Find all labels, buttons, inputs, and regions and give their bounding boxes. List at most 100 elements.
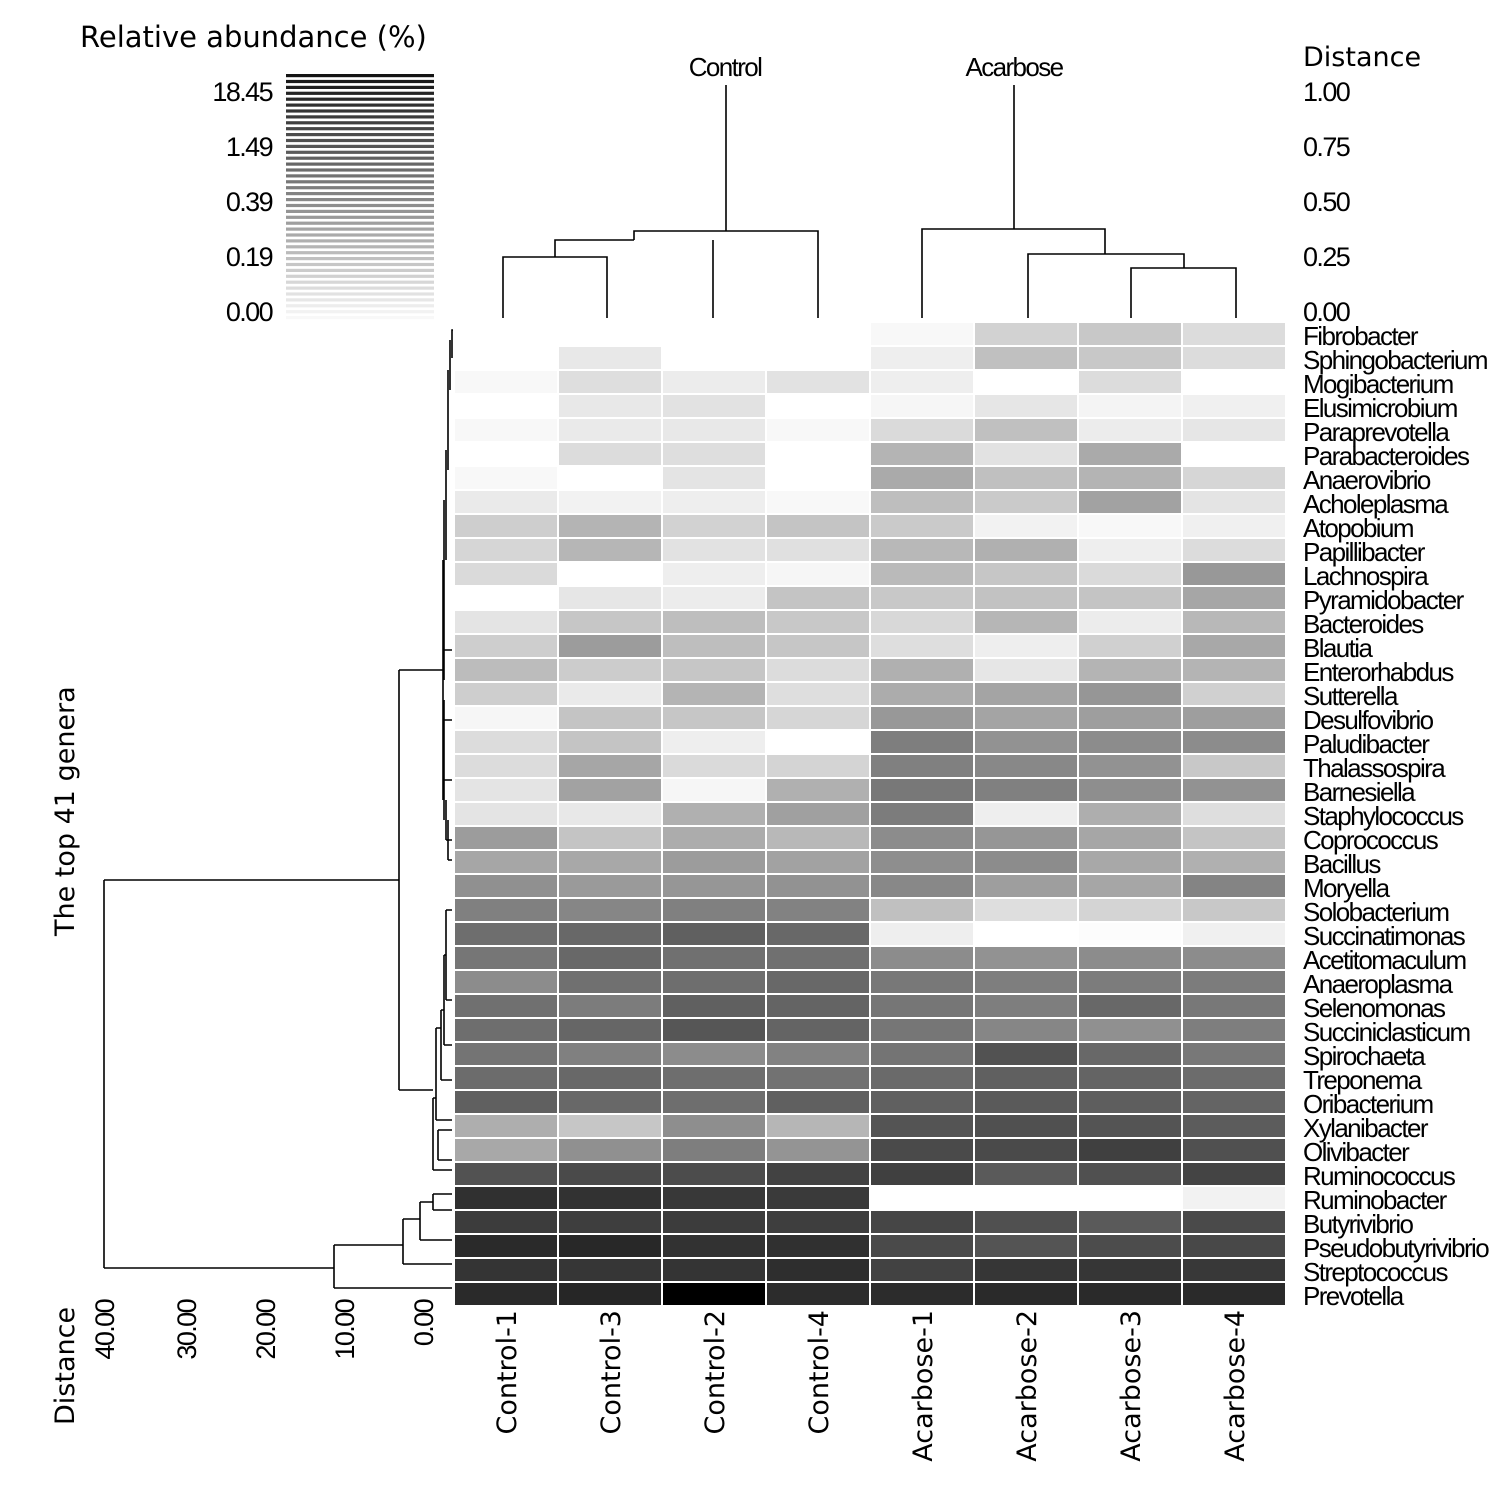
heatmap-cell (453, 705, 559, 731)
legend-bar (286, 192, 434, 196)
legend-bar (286, 121, 434, 125)
heatmap-cell (453, 993, 559, 1019)
heatmap-cell (869, 1161, 975, 1187)
heatmap-cell (973, 897, 1079, 923)
heatmap-cell (1181, 393, 1287, 419)
heatmap-cell (557, 345, 663, 371)
legend-bar (286, 233, 434, 237)
row-label: Bacteroides (1303, 609, 1424, 639)
column-dendrogram: Control Acarbose Distance 1.00 0.75 0.50… (502, 42, 1421, 327)
heatmap-cell (661, 825, 767, 851)
heatmap-cell (1181, 609, 1287, 635)
legend-gradient (286, 74, 434, 320)
heatmap-cell (557, 1209, 663, 1235)
heatmap-cell (557, 993, 663, 1019)
heatmap-cell (557, 1281, 663, 1307)
heatmap-cell (765, 369, 871, 395)
heatmap-cell (765, 681, 871, 707)
row-distance-tick: 10.00 (330, 1299, 360, 1359)
column-dendrogram-links (502, 85, 1237, 318)
heatmap-cell (557, 657, 663, 683)
heatmap-cell (453, 729, 559, 755)
heatmap-cell (765, 705, 871, 731)
heatmap-cell (869, 1281, 975, 1307)
row-distance-tick: 0.00 (409, 1299, 439, 1346)
heatmap-cell (869, 633, 975, 659)
heatmap-cell (1181, 681, 1287, 707)
heatmap-cell (1077, 729, 1183, 755)
heatmap-cell (765, 393, 871, 419)
heatmap-cell (1077, 825, 1183, 851)
legend-bar (286, 168, 434, 172)
heatmap-cell (453, 633, 559, 659)
heatmap-cell (557, 1041, 663, 1067)
heatmap-cell (453, 489, 559, 515)
heatmap-cell (869, 585, 975, 611)
heatmap-cell (1077, 1257, 1183, 1283)
row-label: Mogibacterium (1303, 369, 1453, 399)
row-label: Oribacterium (1303, 1089, 1433, 1119)
heatmap-cell (661, 393, 767, 419)
row-distance-tick: 30.00 (172, 1299, 202, 1359)
legend-bar (286, 257, 434, 261)
heatmap-cell (869, 1209, 975, 1235)
legend-bar (286, 144, 434, 148)
heatmap-cell (869, 513, 975, 539)
row-label: Succinatimonas (1303, 921, 1466, 951)
heatmap-cell (557, 513, 663, 539)
heatmap-cell (869, 753, 975, 779)
legend-bar (286, 180, 434, 184)
row-label: Barnesiella (1303, 777, 1416, 807)
heatmap-cell (973, 465, 1079, 491)
row-label: Xylanibacter (1303, 1113, 1429, 1143)
column-distance-tick: 1.00 (1303, 77, 1350, 107)
heatmap-cell (973, 609, 1079, 635)
legend-bar (286, 156, 434, 160)
row-label: Selenomonas (1303, 993, 1446, 1023)
heatmap-cell (557, 561, 663, 587)
heatmap-cell (869, 849, 975, 875)
row-label: Olivibacter (1303, 1137, 1410, 1167)
heatmap-cell (1181, 705, 1287, 731)
heatmap-cell (973, 441, 1079, 467)
heatmap-cell (869, 921, 975, 947)
heatmap-cell (869, 945, 975, 971)
heatmap-cell (453, 1185, 559, 1211)
heatmap-cell (661, 657, 767, 683)
heatmap-cell (1181, 441, 1287, 467)
heatmap-cell (765, 417, 871, 443)
column-label: Acarbose-2 (1012, 1310, 1043, 1462)
heatmap-cell (661, 513, 767, 539)
heatmap-cell (661, 897, 767, 923)
heatmap-cell (765, 849, 871, 875)
heatmap-cell (973, 489, 1079, 515)
heatmap-cell (1077, 993, 1183, 1019)
heatmap-cell (1077, 537, 1183, 563)
heatmap-cell (869, 705, 975, 731)
heatmap-cell (1077, 1281, 1183, 1307)
heatmap-cell (973, 993, 1079, 1019)
row-label: Anaeroplasma (1303, 969, 1454, 999)
heatmap-cell (661, 441, 767, 467)
column-label: Control-3 (596, 1310, 627, 1435)
heatmap-cell (1077, 753, 1183, 779)
heatmap-cell (869, 1113, 975, 1139)
column-distance-tick: 0.50 (1303, 187, 1350, 217)
heatmap-cell (557, 441, 663, 467)
row-label: Lachnospira (1303, 561, 1429, 591)
legend-bar (286, 251, 434, 255)
row-label: Acetitomaculum (1303, 945, 1466, 975)
heatmap-cell (1077, 441, 1183, 467)
heatmap-cell (557, 1257, 663, 1283)
legend-bar (286, 298, 434, 302)
heatmap-cell (869, 801, 975, 827)
heatmap-cell (973, 633, 1079, 659)
heatmap-cell (661, 537, 767, 563)
heatmap-cell (973, 801, 1079, 827)
heatmap-cell (973, 969, 1079, 995)
heatmap-cell (453, 825, 559, 851)
heatmap-cell (557, 609, 663, 635)
heatmap-cell (765, 873, 871, 899)
heatmap-cell (869, 1089, 975, 1115)
column-label: Control-4 (804, 1310, 835, 1435)
